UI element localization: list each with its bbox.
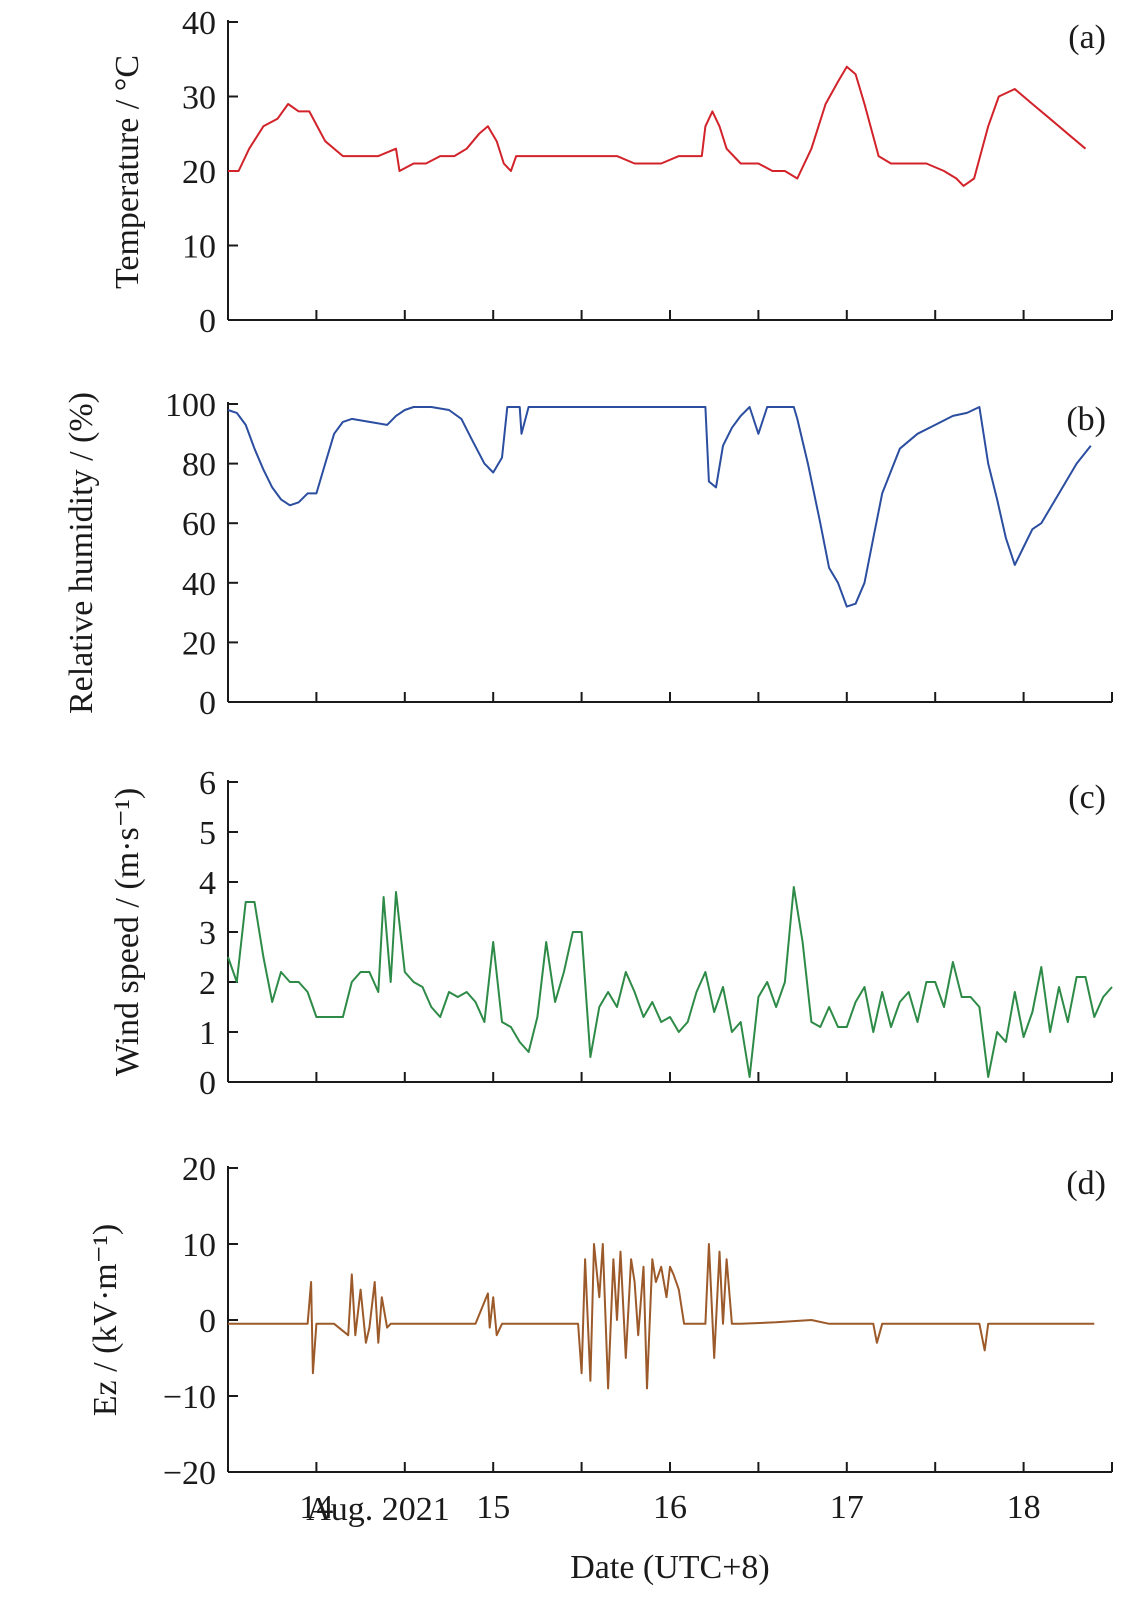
x-tick-label: 17	[830, 1489, 864, 1526]
y-tick-label: 40	[182, 5, 216, 42]
y-tick-label: 100	[165, 387, 216, 424]
y-axis-title: Wind speed / (m·s⁻¹)	[109, 788, 146, 1076]
panel-2: 0 1 2 3 4 5 6 Wind speed / (m·s⁻¹) (c)	[109, 765, 1113, 1102]
y-axis-title: Ez / (kV·m⁻¹)	[87, 1224, 124, 1416]
y-tick-label: 0	[199, 685, 216, 722]
x-tick-label: 18	[1007, 1489, 1041, 1526]
y-tick-label: 10	[182, 1227, 216, 1264]
panel-1: 0 20 40 60 80 100 Relative humidity / (%) (b)	[63, 387, 1113, 722]
y-tick-label: 30	[182, 80, 216, 117]
panel-3: −20 −10 0 10 20 14 15 16 17 18 Ez / (kV·m⁻¹) (d)	[87, 1151, 1113, 1526]
y-tick-label: 60	[182, 506, 216, 543]
date-note-label: Aug. 2021	[306, 1491, 450, 1528]
y-tick-label: 2	[199, 965, 216, 1002]
series-line-1-0	[227, 406, 1092, 608]
series-line-3-0	[228, 1243, 1095, 1390]
y-tick-label: 6	[199, 765, 216, 802]
y-tick-label: 5	[199, 815, 216, 852]
panel-label: (a)	[1068, 19, 1106, 56]
y-tick-label: 0	[199, 1065, 216, 1102]
y-tick-label: 0	[199, 1303, 216, 1340]
y-tick-label: −20	[163, 1455, 216, 1492]
panel-label: (b)	[1066, 401, 1106, 438]
x-axis-title: Date (UTC+8)	[570, 1549, 770, 1586]
x-tick-label: 15	[476, 1489, 510, 1526]
y-tick-label: 0	[199, 303, 216, 340]
panel-label: (c)	[1068, 779, 1106, 816]
y-axis-title: Temperature / °C	[109, 55, 146, 289]
y-tick-label: 4	[199, 865, 216, 902]
y-tick-label: −10	[163, 1379, 216, 1416]
panel-label: (d)	[1066, 1165, 1106, 1202]
y-tick-label: 80	[182, 447, 216, 484]
y-tick-label: 20	[182, 1151, 216, 1188]
y-tick-label: 40	[182, 566, 216, 603]
y-tick-label: 3	[199, 915, 216, 952]
series-line-0-0	[228, 65, 1087, 187]
y-tick-label: 1	[199, 1015, 216, 1052]
series-line-2-0	[227, 886, 1113, 1078]
y-tick-label: 20	[182, 625, 216, 662]
panel-0: 0 10 20 30 40 Temperature / °C (a)	[109, 5, 1113, 340]
y-axis-title: Relative humidity / (%)	[63, 392, 100, 714]
x-tick-label: 16	[653, 1489, 687, 1526]
y-tick-label: 20	[182, 154, 216, 191]
y-tick-label: 10	[182, 229, 216, 266]
x-tick-label: 14	[299, 1489, 333, 1526]
